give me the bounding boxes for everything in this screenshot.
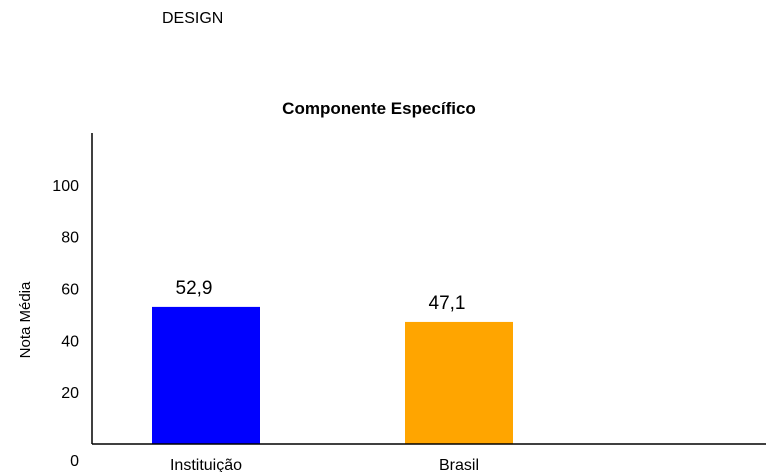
x-tick-label: Instituição — [170, 457, 242, 472]
x-tick-label: Brasil — [439, 457, 479, 472]
page-heading: DESIGN — [162, 10, 224, 27]
y-axis-ticks: 0 20 40 60 80 100 — [52, 178, 79, 470]
data-label: 52,9 — [176, 278, 213, 299]
chart-title: Componente Específico — [282, 99, 476, 118]
y-tick-label: 0 — [70, 453, 79, 470]
data-label: 47,1 — [429, 293, 466, 314]
y-tick-label: 80 — [61, 230, 79, 247]
bar — [152, 306, 260, 444]
y-tick-label: 20 — [61, 385, 79, 402]
y-axis-label: Nota Média — [17, 281, 34, 358]
bars — [152, 306, 513, 444]
y-tick-label: 100 — [52, 178, 79, 195]
y-tick-label: 60 — [61, 282, 79, 299]
data-labels: 52,9 47,1 — [176, 278, 466, 314]
bar — [405, 321, 513, 444]
x-axis-ticks: Instituição Brasil — [170, 457, 479, 472]
y-tick-label: 40 — [61, 333, 79, 350]
